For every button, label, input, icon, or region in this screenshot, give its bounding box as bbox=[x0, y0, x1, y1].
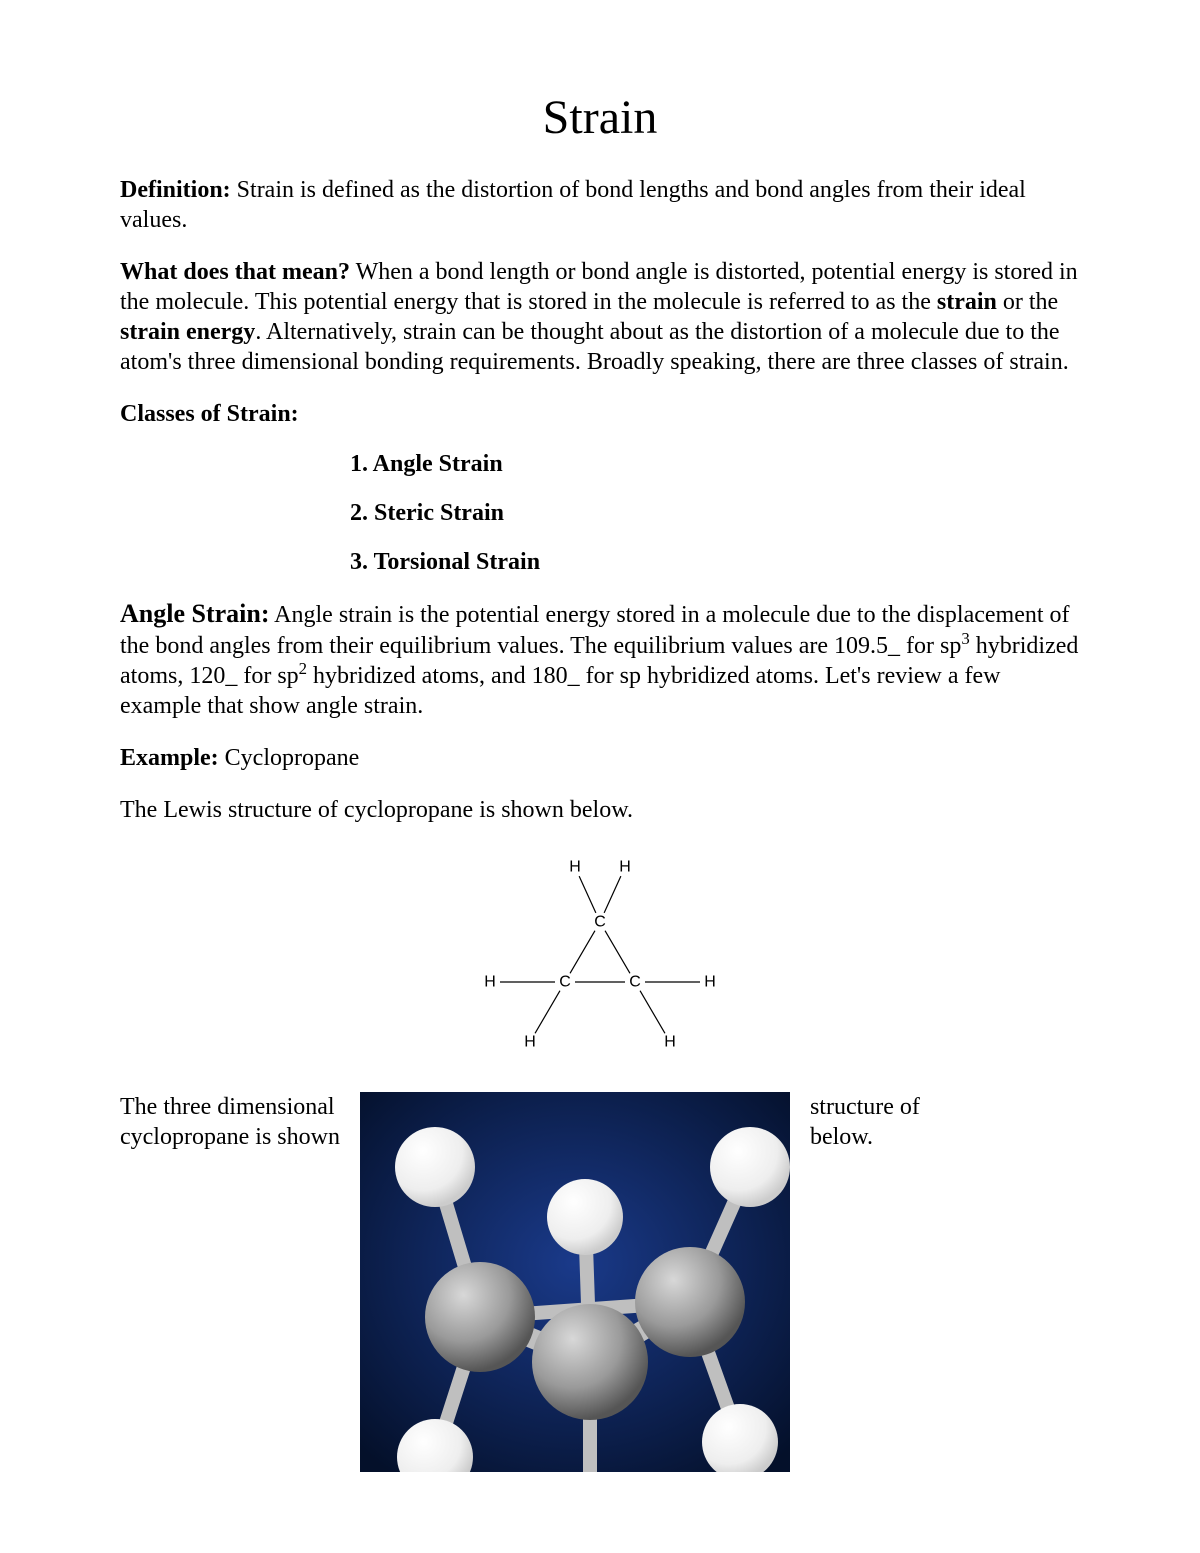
what-text-c: . Alternatively, strain can be thought a… bbox=[120, 319, 1069, 375]
svg-text:H: H bbox=[569, 858, 581, 875]
lewis-caption: The Lewis structure of cyclopropane is s… bbox=[120, 795, 1080, 825]
wrap-left-1: The three dimensional bbox=[120, 1094, 335, 1120]
what-paragraph: What does that mean? When a bond length … bbox=[120, 257, 1080, 377]
definition-label: Definition: bbox=[120, 177, 231, 203]
class-item-2: 2. Steric Strain bbox=[350, 500, 1080, 527]
definition-paragraph: Definition: Strain is defined as the dis… bbox=[120, 175, 1080, 235]
page-title: Strain bbox=[120, 90, 1080, 145]
model-3d bbox=[360, 1092, 790, 1477]
example-label: Example: bbox=[120, 745, 219, 771]
svg-text:C: C bbox=[594, 913, 606, 930]
svg-text:C: C bbox=[559, 973, 571, 990]
lewis-structure: C C C H H H H H H bbox=[120, 847, 1080, 1062]
strain-energy-bold: strain energy bbox=[120, 319, 255, 345]
strain-bold: strain bbox=[937, 289, 997, 315]
sup-3: 3 bbox=[961, 629, 969, 648]
svg-text:H: H bbox=[484, 973, 496, 990]
angle-label: Angle Strain: bbox=[120, 599, 270, 628]
class-item-1: 1. Angle Strain bbox=[350, 451, 1080, 478]
svg-text:C: C bbox=[629, 973, 641, 990]
sup-2: 2 bbox=[299, 659, 307, 678]
what-label: What does that mean? bbox=[120, 259, 350, 285]
wrap-row: The three dimensional cyclopropane is sh… bbox=[120, 1092, 1080, 1477]
svg-text:H: H bbox=[704, 973, 716, 990]
svg-text:H: H bbox=[619, 858, 631, 875]
example-text: Cyclopropane bbox=[219, 745, 360, 771]
wrap-left-text: The three dimensional cyclopropane is sh… bbox=[120, 1092, 340, 1152]
wrap-right-text: structure of below. bbox=[810, 1092, 920, 1152]
wrap-left-2: cyclopropane is shown bbox=[120, 1124, 340, 1150]
class-item-3: 3. Torsional Strain bbox=[350, 549, 1080, 576]
svg-text:H: H bbox=[664, 1033, 676, 1050]
what-text-b: or the bbox=[997, 289, 1058, 315]
wrap-right-2: below. bbox=[810, 1124, 873, 1150]
example-paragraph: Example: Cyclopropane bbox=[120, 743, 1080, 773]
definition-text: Strain is defined as the distortion of b… bbox=[120, 177, 1026, 233]
classes-list: 1. Angle Strain 2. Steric Strain 3. Tors… bbox=[120, 451, 1080, 576]
angle-strain-paragraph: Angle Strain: Angle strain is the potent… bbox=[120, 598, 1080, 721]
classes-label: Classes of Strain: bbox=[120, 399, 1080, 429]
svg-text:H: H bbox=[524, 1033, 536, 1050]
wrap-right-1: structure of bbox=[810, 1094, 920, 1120]
